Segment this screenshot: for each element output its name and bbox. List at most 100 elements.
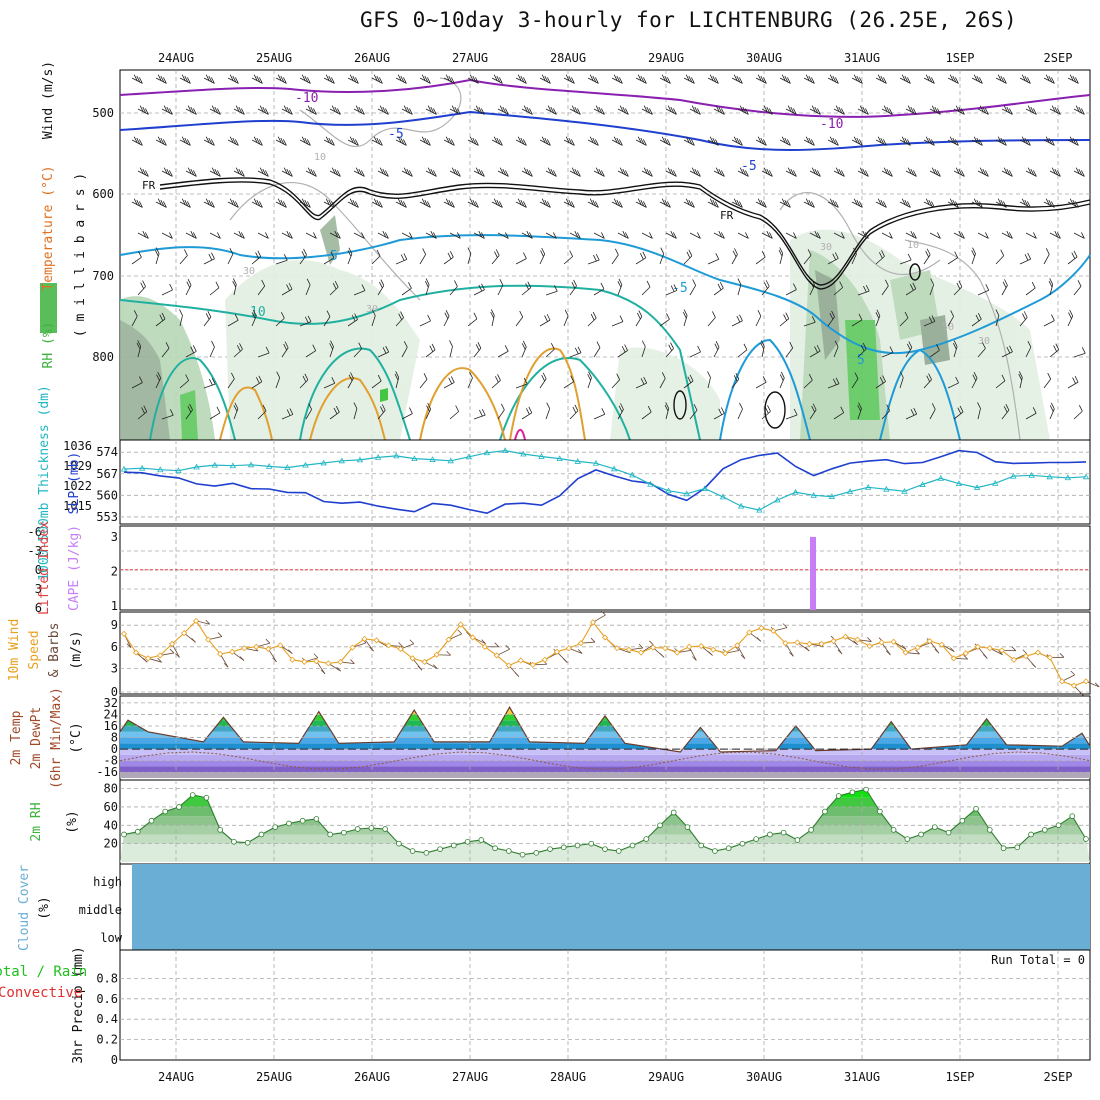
wind-barb: [713, 167, 725, 177]
barb-flag: [687, 376, 692, 383]
surface-barb: [448, 629, 463, 640]
barb-flag: [688, 199, 693, 207]
wind-barb: [1067, 375, 1079, 389]
wind-barb: [809, 403, 817, 420]
barb-flag: [764, 282, 768, 289]
barb-flag: [958, 168, 963, 176]
barb-flag: [862, 106, 867, 114]
cloud-panel: high middle low: [79, 863, 1091, 951]
barb-flag: [553, 232, 557, 239]
barb-flag: [574, 168, 579, 176]
wind-barb: [473, 230, 485, 239]
barb-staff: [665, 232, 677, 239]
wind-barb: [905, 230, 917, 239]
surface-barb-staff: [736, 645, 746, 659]
wind-point: [758, 625, 765, 632]
wind-barb: [251, 375, 263, 389]
barb-flag: [781, 198, 786, 205]
pressure-tick: 800: [92, 350, 114, 364]
rh-point: [244, 839, 251, 846]
barb-flag: [377, 374, 382, 382]
wind-barb: [833, 281, 843, 296]
wind-barb: [209, 340, 215, 358]
run-total: Run Total = 0: [991, 953, 1085, 967]
wind-barb: [593, 167, 605, 177]
wind-barb: [809, 230, 821, 239]
surface-barb-flag: [457, 629, 463, 635]
barb-flag: [876, 309, 881, 316]
barb-staff: [683, 255, 693, 265]
wind-point: [746, 629, 753, 636]
barb-flag: [931, 105, 936, 112]
barb-flag: [954, 251, 959, 258]
wind-point: [914, 644, 921, 651]
barb-staff: [611, 254, 619, 265]
wind-barb: [209, 167, 221, 177]
wind-barb: [1067, 198, 1079, 208]
barb-flag: [163, 77, 167, 84]
barb-flag: [499, 167, 504, 174]
wind-barb: [401, 105, 413, 115]
wind-barb: [515, 377, 528, 389]
wind-barb: [401, 232, 413, 239]
precip-plot: 0.80.60.40.20: [96, 950, 1090, 1067]
barb-staff: [521, 346, 527, 358]
barb-flag: [979, 139, 983, 146]
wind-barb: [425, 402, 432, 420]
barb-flag: [1006, 230, 1011, 238]
surface-barb-flag: [837, 649, 843, 655]
wind-point: [962, 650, 969, 657]
barb-flag: [598, 168, 603, 176]
wind-barb: [377, 404, 386, 420]
barb-flag: [784, 75, 789, 83]
wind-barb: [539, 198, 551, 208]
wind-barb: [953, 167, 965, 177]
barb-flag: [685, 136, 690, 143]
rh-point: [602, 846, 608, 852]
chart-title: GFS 0~10day 3-hourly for LICHTENBURG (26…: [360, 8, 1018, 32]
wind-barb: [251, 309, 257, 327]
temp-tick: -8: [104, 754, 118, 768]
wind-barb: [515, 74, 527, 84]
barb-flag: [235, 201, 239, 208]
barb-flag: [1057, 108, 1061, 115]
axis-titles: RH (%) Temperature (°C) Wind (m/s) ( m i…: [0, 61, 88, 1064]
barb-flag: [139, 376, 143, 383]
barb-flag: [712, 311, 716, 318]
wind-barb: [353, 342, 363, 358]
barb-flag: [811, 167, 816, 174]
contour-label: -5: [741, 159, 757, 174]
barb-flag: [641, 340, 646, 347]
barb-flag: [301, 74, 306, 81]
barb-flag: [283, 254, 288, 261]
barb-staff: [449, 286, 458, 296]
wind-barb: [515, 198, 527, 208]
wind-point: [481, 643, 488, 650]
barb-flag: [763, 77, 767, 84]
wind-barb: [257, 167, 269, 177]
barb-flag: [448, 137, 453, 145]
barb-flag: [403, 139, 407, 146]
surface-barb: [1061, 670, 1076, 682]
li-tick: 3: [35, 582, 42, 596]
barb-staff: [161, 348, 170, 358]
contour-label: 30: [820, 242, 832, 253]
barb-flag: [835, 139, 839, 146]
wind-barb: [1067, 136, 1079, 146]
barb-flag: [856, 137, 861, 145]
barb-staff: [1043, 320, 1055, 327]
wind-barb: [401, 341, 408, 358]
barb-flag: [616, 373, 621, 380]
barb-flag: [808, 199, 813, 207]
wind-barb: [515, 252, 527, 265]
thickness-point: [175, 467, 182, 474]
barb-staff: [353, 408, 358, 420]
barb-staff: [929, 284, 935, 296]
wind-barb: [347, 198, 359, 208]
barb-flag: [136, 137, 141, 145]
wind-barb: [1019, 252, 1032, 265]
barb-staff: [713, 413, 725, 420]
barb-flag: [1004, 279, 1008, 286]
surface-barb: [592, 610, 606, 623]
barb-staff: [569, 352, 582, 358]
